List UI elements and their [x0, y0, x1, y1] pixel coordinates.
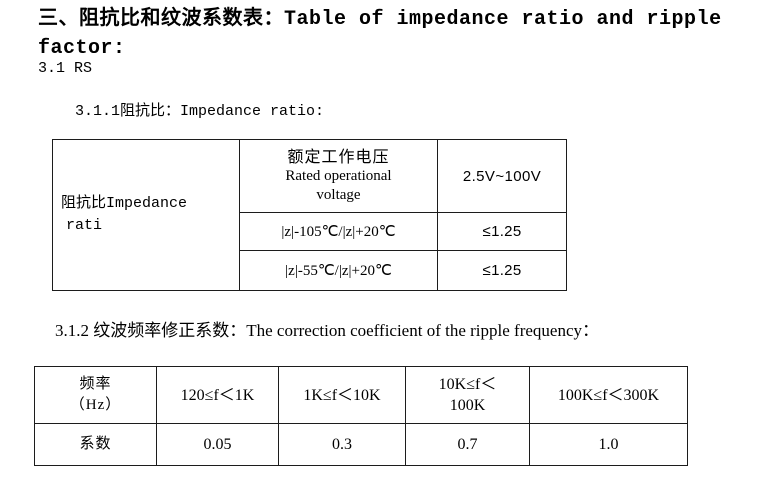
ripple-frequency-table: 频率 （Hz） 120≤f＜1K 1K≤f＜10K 10K≤f＜ 100K 10… — [34, 366, 688, 466]
table-row: 系数 0.05 0.3 0.7 1.0 — [34, 423, 688, 466]
coefficient-value-cell-3: 0.7 — [405, 423, 530, 466]
freq-range-cell-1: 120≤f＜1K — [156, 366, 279, 424]
freq-range-3-line-2: 100K — [449, 397, 486, 414]
rated-voltage-label-en-1: Rated operational — [285, 167, 392, 184]
frequency-header-line-2: （Hz） — [69, 397, 122, 413]
ratio-value-cell-1: ≤1.25 — [437, 212, 567, 251]
title-line-1: 三、阻抗比和纹波系数表：Table of impedance ratio and… — [38, 8, 722, 31]
impedance-header-line-1: 阻抗比Impedance — [61, 195, 188, 212]
freq-range-cell-2: 1K≤f＜10K — [278, 366, 406, 424]
table-row: 阻抗比Impedance rati 额定工作电压 Rated operation… — [52, 139, 567, 291]
section-3-1-heading: 3.1 RS — [38, 60, 93, 77]
table-row: |z|-55℃/|z|+20℃ ≤1.25 — [53, 250, 567, 291]
rated-voltage-value-cell: 2.5V~100V — [437, 139, 567, 213]
frequency-header-line-1: 频率 — [79, 376, 112, 392]
document-title: 三、阻抗比和纹波系数表：Table of impedance ratio and… — [38, 5, 722, 63]
coefficient-label-cell: 系数 — [34, 423, 157, 466]
table-row: 频率 （Hz） 120≤f＜1K 1K≤f＜10K 10K≤f＜ 100K 10… — [34, 366, 688, 424]
table-row: |z|-105℃/|z|+20℃ ≤1.25 — [53, 212, 567, 251]
coefficient-value-cell-1: 0.05 — [156, 423, 279, 466]
rated-voltage-label-en-2: voltage — [316, 186, 361, 203]
impedance-row-header-cell: 阻抗比Impedance rati — [52, 139, 240, 291]
section-3-1-1-heading: 3.1.1阻抗比：Impedance ratio: — [75, 103, 325, 120]
section-3-1-2-heading: 3.1.2 纹波频率修正系数：The correction coefficien… — [55, 321, 599, 340]
ratio-condition-cell-2: |z|-55℃/|z|+20℃ — [239, 250, 438, 291]
ratio-condition-cell-1: |z|-105℃/|z|+20℃ — [239, 212, 438, 251]
freq-range-3-line-1: 10K≤f＜ — [438, 376, 497, 393]
impedance-table: 阻抗比Impedance rati 额定工作电压 Rated operation… — [52, 139, 567, 291]
freq-range-4-text: 100K≤f＜300K — [557, 386, 660, 404]
coefficient-value-cell-4: 1.0 — [529, 423, 688, 466]
rated-voltage-label-cell: 额定工作电压 Rated operational voltage — [239, 139, 438, 213]
freq-range-cell-3: 10K≤f＜ 100K — [405, 366, 530, 424]
impedance-header-line-2: rati — [66, 217, 103, 234]
frequency-header-cell: 频率 （Hz） — [34, 366, 157, 424]
coefficient-value-cell-2: 0.3 — [278, 423, 406, 466]
freq-range-cell-4: 100K≤f＜300K — [529, 366, 688, 424]
ratio-value-cell-2: ≤1.25 — [437, 250, 567, 291]
title-line-2: factor: — [38, 37, 126, 60]
freq-range-1-text: 120≤f＜1K — [180, 386, 255, 404]
freq-range-2-text: 1K≤f＜10K — [303, 386, 381, 404]
rated-voltage-label-cn: 额定工作电压 — [287, 148, 390, 166]
